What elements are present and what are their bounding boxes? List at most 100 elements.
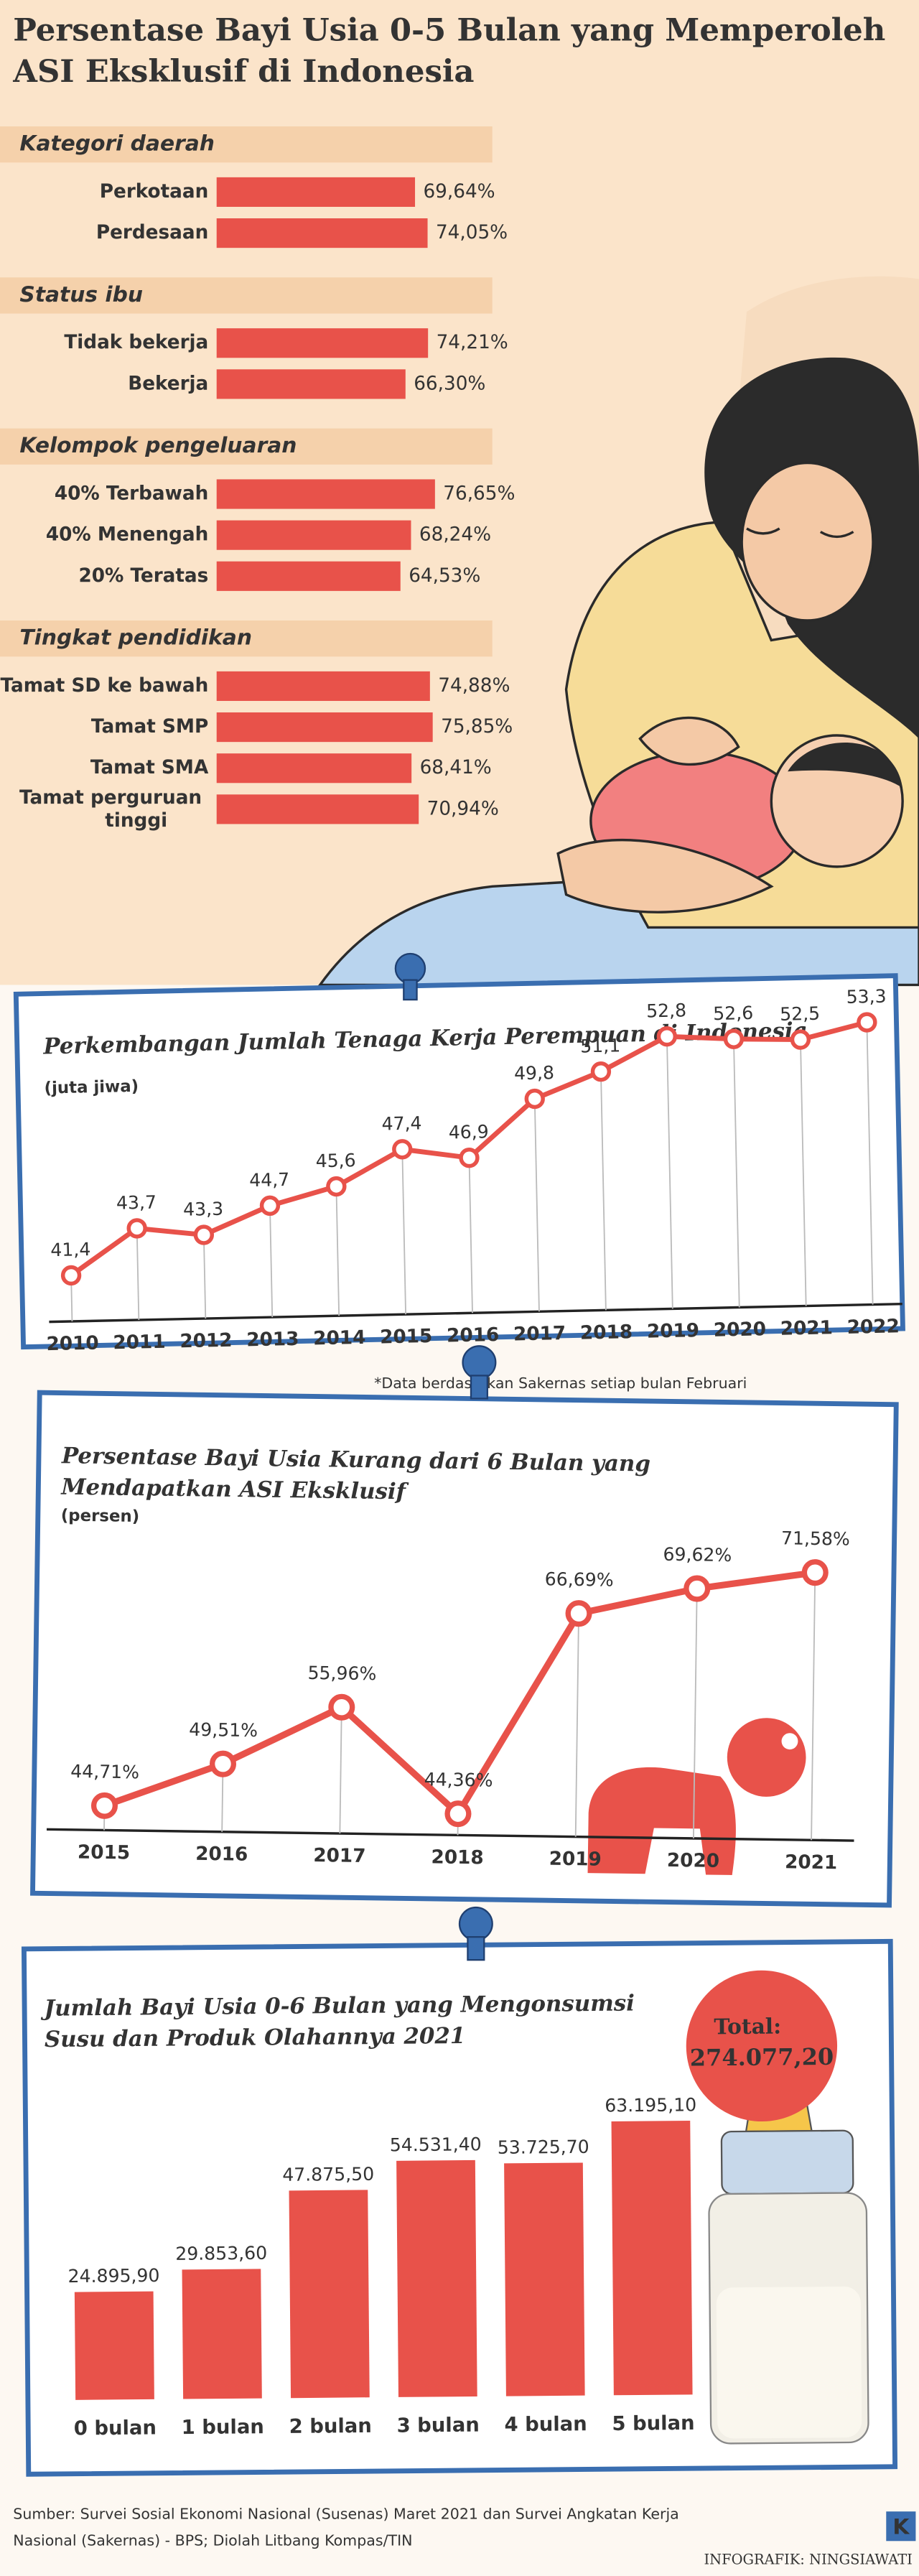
section-header: Kelompok pengeluaran [19, 433, 297, 458]
drop-line [799, 1039, 807, 1306]
x-tick-label: 2021 [785, 1851, 838, 1874]
category-label: Tamat SMP [91, 716, 208, 738]
drop-line [692, 1589, 698, 1838]
drop-line [600, 1071, 607, 1311]
baby-icon [587, 1718, 806, 1875]
x-tick-label: 2022 [846, 1316, 900, 1339]
drop-line [811, 1572, 816, 1841]
chart-title: Mendapatkan ASI Eksklusif [60, 1474, 409, 1505]
point [524, 1088, 545, 1110]
value-label: 47,4 [381, 1112, 422, 1134]
x-tick-label: 2015 [78, 1841, 131, 1864]
x-tick-label: 2017 [513, 1323, 566, 1346]
value-label: 68,24% [419, 524, 491, 546]
drop-line [269, 1205, 274, 1318]
x-tick-label: 2019 [549, 1849, 602, 1871]
bar [74, 2291, 154, 2400]
point [90, 1792, 118, 1819]
drop-line [339, 1707, 342, 1834]
drop-line [533, 1099, 540, 1312]
point [590, 1061, 612, 1082]
x-tick-label: 2020 [667, 1850, 720, 1872]
note-area: *Data berdasarkan Sakernas setiap bulan … [374, 1375, 747, 1392]
point [565, 1600, 592, 1627]
category-label: Tamat perguruan tinggi [19, 786, 208, 831]
section-header: Status ibu [19, 282, 143, 307]
bar [611, 2121, 693, 2396]
x-axis [46, 1828, 854, 1842]
footer: Sumber: Survei Sosial Ekonomi Nasional (… [13, 2506, 916, 2568]
value-label: 53,3 [846, 986, 887, 1008]
drop-line [136, 1228, 140, 1321]
x-tick-label: 2017 [313, 1845, 366, 1867]
value-label: 76,65% [443, 483, 515, 505]
value-label: 44,36% [424, 1769, 493, 1790]
total-badge [686, 1970, 838, 2122]
x-tick-label: 2011 [113, 1331, 166, 1354]
value-label: 41,4 [50, 1239, 91, 1260]
x-tick-label: 2020 [714, 1319, 767, 1342]
value-label: 52,5 [780, 1003, 821, 1025]
category-label: Tidak bekerja [64, 332, 208, 353]
ranking-panel: Kategori daerah Perkotaan 69,64% Perdesaan 7… [0, 126, 515, 831]
x-tick-label: 2015 [380, 1326, 433, 1349]
x-tick-label: 0 bulan [74, 2417, 157, 2440]
category-label: Tamat SD ke bawah [0, 675, 208, 697]
point [684, 1575, 711, 1602]
value-label: 47.875,50 [282, 2164, 374, 2185]
value-label: 68,41% [420, 757, 492, 778]
section-band [0, 620, 493, 657]
bar [216, 328, 429, 358]
point [259, 1195, 281, 1217]
section-header: Kategori daerah [19, 131, 215, 157]
point [790, 1029, 811, 1050]
x-tick-label: 2021 [780, 1317, 833, 1340]
drop-line [733, 1038, 740, 1308]
title: Persentase Bayi Usia 0-5 Bulan yang Memp… [13, 12, 885, 49]
value-label: 66,69% [545, 1568, 614, 1590]
panel: Perkembangan Jumlah Tenaga Kerja Perempu… [13, 973, 905, 1355]
point [60, 1265, 82, 1286]
category-label: 20% Teratas [78, 565, 208, 587]
x-axis [49, 1302, 902, 1324]
section-band [0, 277, 493, 314]
value-label: 52,8 [646, 1000, 687, 1021]
credit: INFOGRAFIK: NINGSIAWATI [704, 2552, 913, 2568]
unit-label: (juta jiwa) [44, 1077, 139, 1098]
drop-line [202, 1234, 207, 1319]
pins [394, 952, 497, 1961]
panel: Jumlah Bayi Usia 0-6 Bulan yang Mengonsu… [21, 1938, 898, 2477]
value-label: 49,51% [189, 1719, 258, 1741]
x-tick-label: 2014 [313, 1327, 366, 1350]
category-label: Perdesaan [96, 222, 208, 243]
point [193, 1224, 215, 1245]
bar [182, 2269, 262, 2399]
value-label: 63.195,10 [605, 2094, 696, 2116]
point [656, 1026, 678, 1047]
value-label: 69,62% [663, 1544, 732, 1566]
drop-line [468, 1158, 473, 1313]
source: Sumber: Survei Sosial Ekonomi Nasional (… [13, 2506, 678, 2523]
section-header: Tingkat pendidikan [19, 626, 252, 651]
point [126, 1218, 147, 1239]
chart-title: Jumlah Bayi Usia 0-6 Bulan yang Mengonsu… [40, 1991, 635, 2022]
total-label: Total: [714, 2014, 781, 2040]
point [392, 1139, 413, 1160]
bar [216, 794, 419, 824]
x-tick-label: 2018 [580, 1321, 633, 1344]
bar [216, 369, 406, 399]
panel: Persentase Bayi Usia Kurang dari 6 Bulan… [30, 1390, 899, 1908]
value-label: 70,94% [427, 798, 499, 819]
x-tick-label: 5 bulan [612, 2412, 694, 2435]
bar [216, 520, 411, 550]
category-label: Bekerja [128, 373, 208, 394]
value-label: 74,88% [438, 675, 510, 697]
category-label: Perkotaan [100, 181, 209, 203]
x-tick-label: 2013 [246, 1329, 299, 1352]
value-label: 29.853,60 [175, 2243, 267, 2264]
value-label: 49,8 [514, 1062, 555, 1084]
value-label: 51,1 [580, 1035, 621, 1056]
x-tick-label: 2 bulan [289, 2415, 372, 2438]
